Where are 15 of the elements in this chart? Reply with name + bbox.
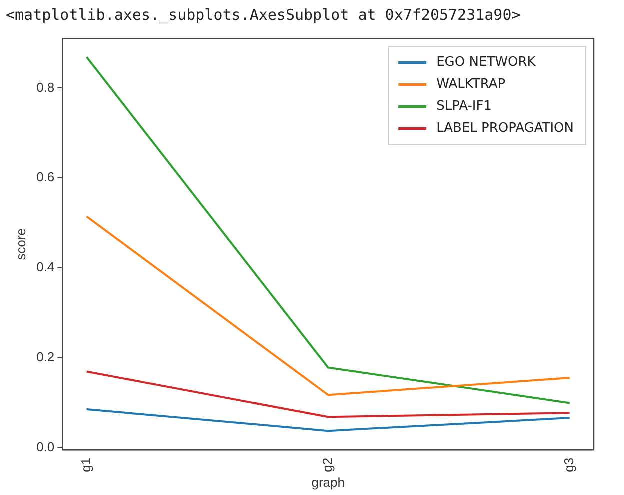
legend-label: LABEL PROPAGATION — [436, 121, 574, 136]
x-tick-label: g1 — [78, 458, 94, 472]
y-tick-label: 0.2 — [36, 349, 55, 364]
legend-label: EGO NETWORK — [436, 55, 536, 70]
y-axis-title: score — [13, 228, 28, 260]
y-tick-label: 0.8 — [36, 80, 55, 95]
chart-title: <matplotlib.axes._subplots.AxesSubplot at 0x7f2057231a90> — [6, 6, 522, 26]
y-tick-label: 0.4 — [36, 260, 55, 275]
x-tick-label: g2 — [320, 458, 335, 472]
y-tick-label: 0.0 — [36, 439, 55, 454]
x-axis-title: graph — [312, 474, 345, 490]
legend-label: WALKTRAP — [436, 77, 506, 92]
legend-label: SLPA-IF1 — [436, 99, 492, 114]
x-tick-label: g3 — [561, 458, 576, 472]
y-tick-label: 0.6 — [36, 170, 55, 185]
